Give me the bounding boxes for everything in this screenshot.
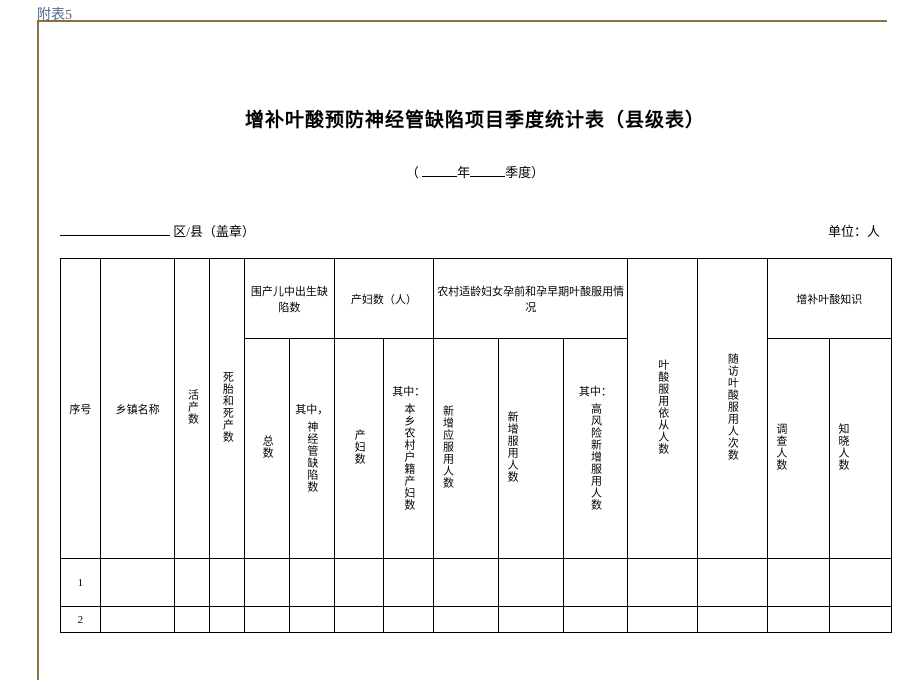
county-suffix: 区/县（盖章） <box>173 224 255 239</box>
col-birth-defect-group: 围产儿中出生缺陷数 <box>245 259 335 339</box>
col-survey: 调查人数 <box>767 339 829 559</box>
col-risk: 其中： 高风险新增服用人数 <box>563 339 628 559</box>
col-pwomen: 产妇数 <box>334 339 384 559</box>
col-visit: 随访叶酸服用人次数 <box>697 259 767 559</box>
stats-table-wrap: 序号 乡镇名称 活产数 死胎和死产数 围产儿中出生缺陷数 产妇数（人） 农村适龄… <box>60 258 892 633</box>
cell[interactable] <box>100 559 175 607</box>
col-know: 知晓人数 <box>829 339 891 559</box>
cell[interactable] <box>767 559 829 607</box>
meta-left: 区/县（盖章） <box>60 221 255 240</box>
cell[interactable] <box>767 607 829 633</box>
cell[interactable] <box>434 607 499 633</box>
cell[interactable] <box>498 607 563 633</box>
cell[interactable] <box>175 559 210 607</box>
cell[interactable] <box>210 559 245 607</box>
subtitle-open: （ <box>406 165 419 180</box>
cell[interactable] <box>175 607 210 633</box>
page-title: 增补叶酸预防神经管缺陷项目季度统计表（县级表） <box>60 105 890 132</box>
col-should-take: 新增应服用人数 <box>434 339 499 559</box>
cell[interactable] <box>100 607 175 633</box>
col-seq: 序号 <box>61 259 101 559</box>
subtitle-quarter: 季度） <box>505 165 544 180</box>
cell[interactable] <box>384 607 434 633</box>
cell[interactable] <box>434 559 499 607</box>
col-pwomen-local: 其中： 本乡农村户籍产妇数 <box>384 339 434 559</box>
cell-seq: 1 <box>61 559 101 607</box>
subtitle-year: 年 <box>457 165 470 180</box>
stats-table: 序号 乡镇名称 活产数 死胎和死产数 围产儿中出生缺陷数 产妇数（人） 农村适龄… <box>60 258 892 633</box>
cell[interactable] <box>334 607 384 633</box>
meta-right: 单位：人 <box>828 221 880 240</box>
year-blank[interactable] <box>422 163 457 177</box>
quarter-blank[interactable] <box>470 163 505 177</box>
cell[interactable] <box>829 607 891 633</box>
col-defect-total: 总数 <box>245 339 290 559</box>
cell[interactable] <box>563 607 628 633</box>
cell[interactable] <box>245 607 290 633</box>
cell[interactable] <box>563 559 628 607</box>
cell[interactable] <box>384 559 434 607</box>
col-pwomen-group: 产妇数（人） <box>334 259 434 339</box>
cell[interactable] <box>245 559 290 607</box>
col-knowledge-group: 增补叶酸知识 <box>767 259 891 339</box>
header-row-1: 序号 乡镇名称 活产数 死胎和死产数 围产儿中出生缺陷数 产妇数（人） 农村适龄… <box>61 259 892 339</box>
col-take: 新增服用人数 <box>498 339 563 559</box>
meta-row: 区/县（盖章） 单位：人 <box>60 221 890 240</box>
county-blank[interactable] <box>60 222 170 236</box>
col-rural-group: 农村适龄妇女孕前和孕早期叶酸服用情况 <box>434 259 628 339</box>
subtitle: （ 年 季度） <box>60 162 890 181</box>
table-row: 1 <box>61 559 892 607</box>
cell[interactable] <box>498 559 563 607</box>
cell[interactable] <box>334 559 384 607</box>
col-live-birth: 活产数 <box>175 259 210 559</box>
cell[interactable] <box>697 607 767 633</box>
col-defect-nerve: 其中， 神经管缺陷数 <box>289 339 334 559</box>
col-stillbirth: 死胎和死产数 <box>210 259 245 559</box>
content-area: 增补叶酸预防神经管缺陷项目季度统计表（县级表） （ 年 季度） 区/县（盖章） 单… <box>60 60 890 633</box>
cell[interactable] <box>628 607 698 633</box>
col-town: 乡镇名称 <box>100 259 175 559</box>
cell[interactable] <box>289 559 334 607</box>
cell[interactable] <box>289 607 334 633</box>
col-comply: 叶酸服用依从人数 <box>628 259 698 559</box>
cell[interactable] <box>210 607 245 633</box>
cell[interactable] <box>829 559 891 607</box>
cell-seq: 2 <box>61 607 101 633</box>
cell[interactable] <box>628 559 698 607</box>
cell[interactable] <box>697 559 767 607</box>
table-row: 2 <box>61 607 892 633</box>
